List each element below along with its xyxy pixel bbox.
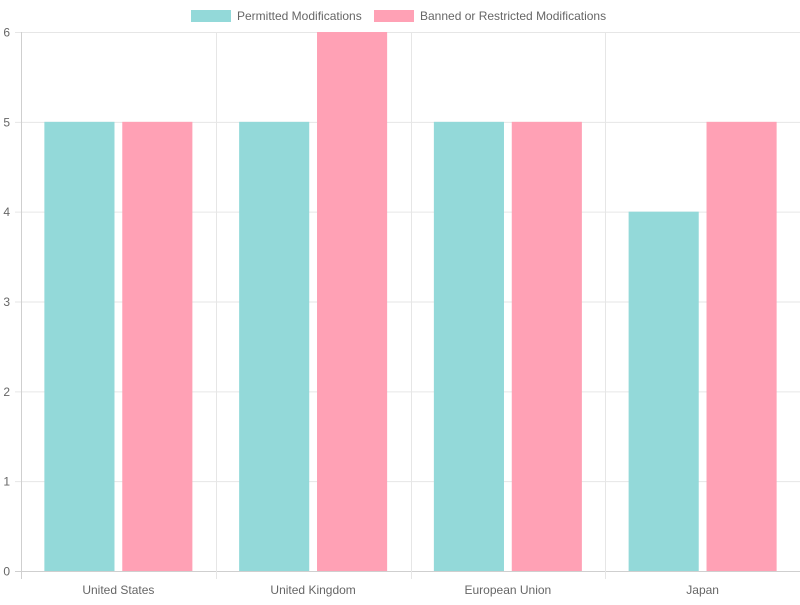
y-tick-label: 4: [3, 205, 10, 219]
bar-permitted: [44, 121, 115, 571]
y-tick-label: 0: [3, 565, 10, 579]
legend-label: Banned or Restricted Modifications: [420, 9, 606, 23]
y-tick-label: 1: [3, 475, 10, 489]
x-tick-label: European Union: [465, 583, 552, 597]
y-tick-label: 6: [3, 26, 10, 40]
bar-permitted: [433, 121, 504, 571]
bar-banned: [706, 121, 777, 571]
bar-banned: [122, 121, 193, 571]
legend-swatch: [374, 10, 414, 22]
y-tick-label: 3: [3, 295, 10, 309]
axes: 0 1 2 3 4 5 6 United States United Kingdom Europe…: [3, 26, 719, 598]
bars: [44, 32, 777, 571]
x-tick-label: United States: [82, 583, 154, 597]
legend: Permitted Modifications Banned or Restric…: [191, 9, 606, 23]
y-tick-label: 2: [3, 385, 10, 399]
bar-banned: [317, 32, 388, 571]
x-tick-label: Japan: [686, 583, 719, 597]
bar-permitted: [239, 121, 310, 571]
legend-label: Permitted Modifications: [237, 9, 362, 23]
y-tick-label: 5: [3, 115, 10, 129]
x-tick-label: United Kingdom: [270, 583, 355, 597]
bar-permitted: [628, 211, 699, 571]
legend-swatch: [191, 10, 231, 22]
bar-banned: [511, 121, 582, 571]
